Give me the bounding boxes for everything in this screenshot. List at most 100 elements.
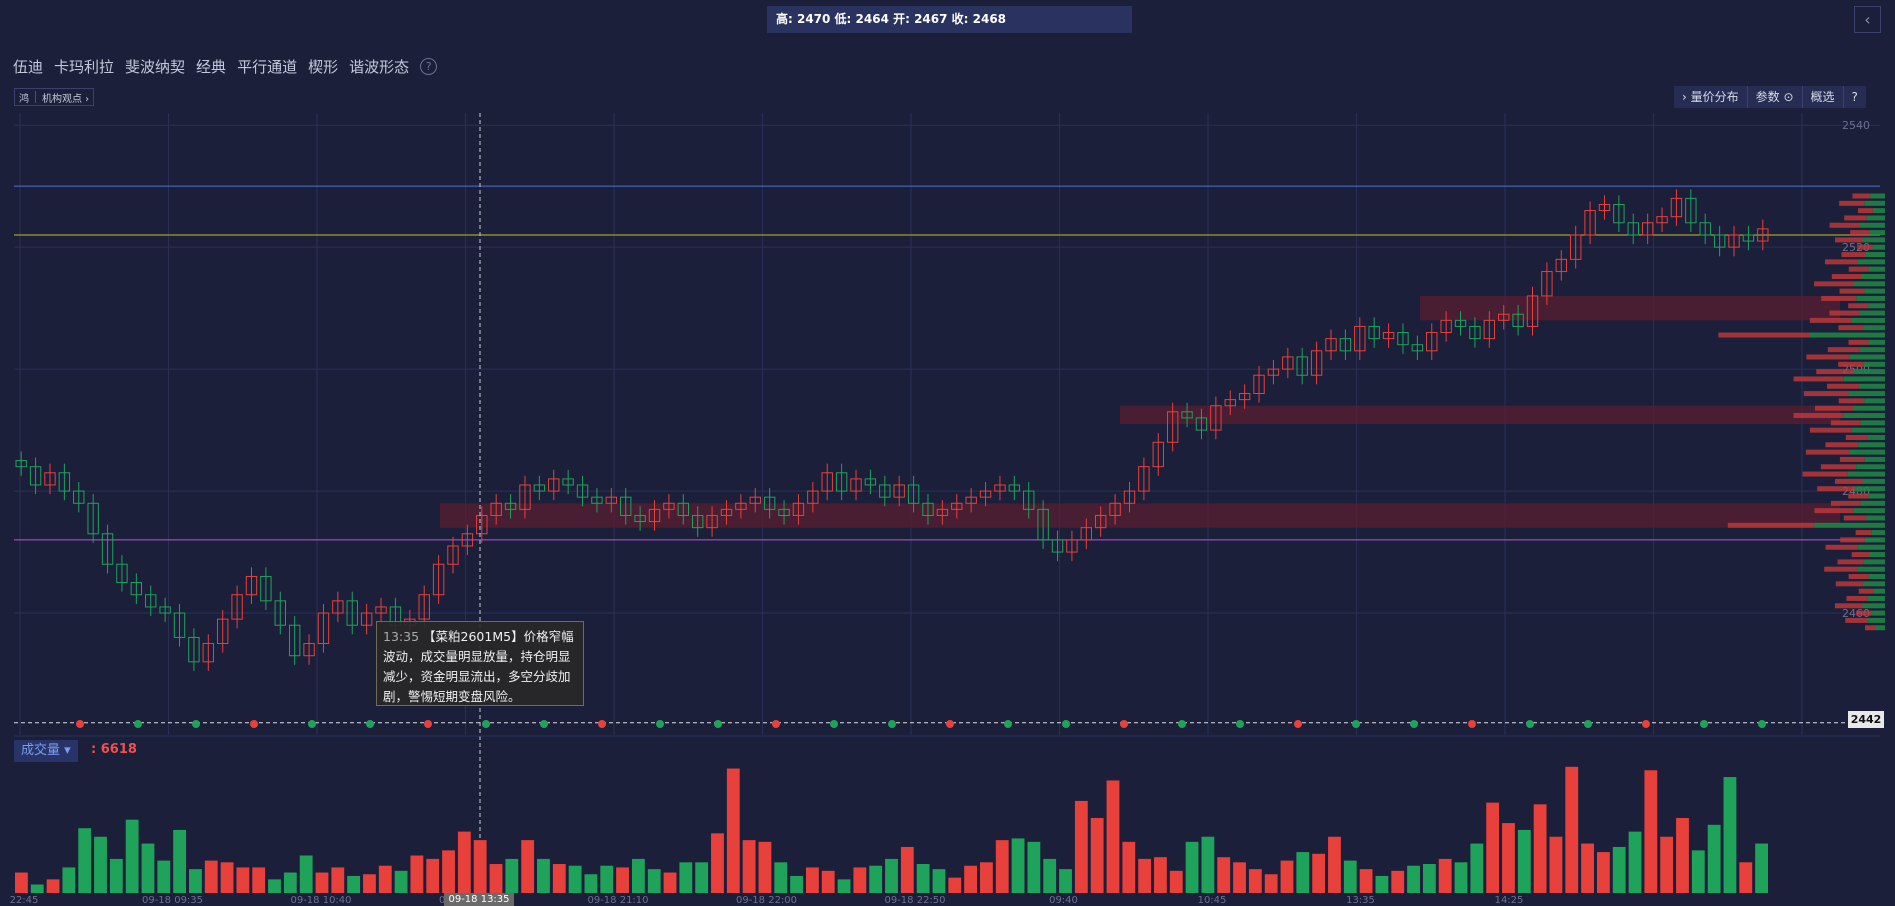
volume-profile-bar xyxy=(1853,405,1885,411)
candle-body xyxy=(1584,210,1596,236)
candle-body xyxy=(1339,338,1352,352)
tool-camarilla[interactable]: 卡玛利拉 xyxy=(54,58,115,76)
signal-marker xyxy=(1236,720,1244,728)
instrument-chip[interactable]: 鸿 机构观点 › xyxy=(14,88,95,106)
volume-profile-bar xyxy=(1835,237,1863,243)
candle-body xyxy=(1066,539,1078,553)
candle-body xyxy=(1541,271,1553,297)
volume-bar xyxy=(1217,857,1231,893)
candle-body xyxy=(504,502,517,510)
signal-marker xyxy=(946,720,954,728)
candle-body xyxy=(1498,313,1510,321)
volume-bar xyxy=(774,862,788,893)
tool-classic[interactable]: 经典 xyxy=(196,58,227,76)
candle-body xyxy=(720,508,733,516)
volume-bar xyxy=(378,865,392,893)
institution-view-link[interactable]: 机构观点 › xyxy=(42,93,90,105)
volume-profile-bar xyxy=(1843,376,1885,382)
volume-bar xyxy=(568,865,582,893)
volume-bar xyxy=(283,872,297,893)
volume-profile-bar xyxy=(1853,508,1885,514)
volume-profile-bar xyxy=(1834,603,1863,609)
candle-body xyxy=(1454,319,1467,327)
volume-bar xyxy=(1628,831,1642,893)
volume-bar xyxy=(885,858,898,893)
help-icon[interactable]: ? xyxy=(1851,90,1858,104)
volume-profile-bar xyxy=(1855,530,1872,536)
volume-profile-bar xyxy=(1857,566,1885,572)
params-button[interactable]: 参数 ⊙ xyxy=(1748,86,1803,108)
volume-profile-bar xyxy=(1848,391,1885,397)
tool-wedge[interactable]: 楔形 xyxy=(308,58,339,76)
candle-body xyxy=(1051,539,1064,553)
volume-bar xyxy=(189,869,202,893)
volume-bar xyxy=(331,867,345,893)
candle-body xyxy=(145,594,157,608)
candle-body xyxy=(1526,295,1539,327)
help-icon[interactable]: ? xyxy=(420,58,438,75)
candle-body xyxy=(1095,514,1107,529)
volume-bar xyxy=(30,884,44,893)
volume-profile-bar xyxy=(1821,295,1857,301)
candle-body xyxy=(202,643,215,663)
volume-profile-bar xyxy=(1863,361,1885,367)
volume-profile-bar xyxy=(1867,617,1885,623)
candle-body xyxy=(548,478,560,492)
volume-profile-bar xyxy=(1867,595,1885,601)
tool-fibonacci[interactable]: 斐波纳契 xyxy=(125,58,186,76)
volume-profile-bar xyxy=(1727,522,1815,528)
volume-profile-bar xyxy=(1862,478,1885,484)
time-axis-label: 13:35 xyxy=(1346,895,1375,904)
volume-profile-bar xyxy=(1868,493,1885,499)
volume-value: : 6618 xyxy=(91,742,137,757)
volume-bar xyxy=(1138,858,1152,893)
signal-marker xyxy=(1120,720,1128,728)
volume-profile-bar xyxy=(1851,317,1885,323)
tool-harmonic[interactable]: 谐波形态 xyxy=(349,58,410,76)
volume-bar xyxy=(1169,870,1183,893)
time-axis-label: 14:25 xyxy=(1495,895,1524,904)
candle-body xyxy=(691,514,704,529)
overview-button[interactable]: 概选 xyxy=(1803,86,1844,108)
candle-body xyxy=(1368,325,1380,340)
candle-body xyxy=(634,514,646,523)
candle-body xyxy=(1512,313,1524,327)
volume-bar xyxy=(932,869,946,893)
candle-body xyxy=(1181,411,1193,419)
volume-profile-bar xyxy=(1848,303,1869,309)
candle-body xyxy=(447,545,459,565)
volume-profile-bar xyxy=(1858,442,1885,448)
candle-body xyxy=(1569,234,1582,260)
volume-bar xyxy=(236,867,250,893)
candle-body xyxy=(245,575,258,596)
candle-body xyxy=(1310,350,1323,376)
volume-profile-bar xyxy=(1825,442,1859,448)
volume-profile-bar xyxy=(1862,237,1885,243)
volume-bar xyxy=(837,879,851,893)
volume-profile-toggle[interactable]: › 量价分布 xyxy=(1674,86,1748,108)
tool-woodie[interactable]: 伍迪 xyxy=(13,58,44,76)
volume-bar xyxy=(1739,862,1753,893)
signal-marker xyxy=(424,720,432,728)
volume-profile-bar xyxy=(1839,200,1865,206)
volume-profile-bar xyxy=(1871,530,1885,536)
volume-profile-bar xyxy=(1793,376,1844,382)
tool-parallel-channel[interactable]: 平行通道 xyxy=(237,58,298,76)
volume-profile-bar xyxy=(1858,588,1874,594)
volume-bar xyxy=(1248,869,1262,893)
volume-bar xyxy=(758,841,772,893)
back-button[interactable]: ‹ xyxy=(1854,6,1881,33)
volume-profile-bar xyxy=(1845,434,1868,440)
drawing-toolbar: 伍迪 卡玛利拉 斐波纳契 经典 平行通道 楔形 谐波形态 ? xyxy=(13,56,438,77)
volume-indicator-select[interactable]: 成交量 ▾ xyxy=(14,740,78,762)
volume-bar xyxy=(869,865,883,893)
candle-body xyxy=(1080,527,1093,541)
candle-body xyxy=(936,508,949,516)
volume-bar xyxy=(299,855,313,893)
candle-body xyxy=(1238,393,1251,401)
candle-body xyxy=(1267,368,1280,376)
support-zone xyxy=(1120,405,1840,424)
signal-marker xyxy=(1062,720,1070,728)
candle-body xyxy=(1742,234,1755,242)
